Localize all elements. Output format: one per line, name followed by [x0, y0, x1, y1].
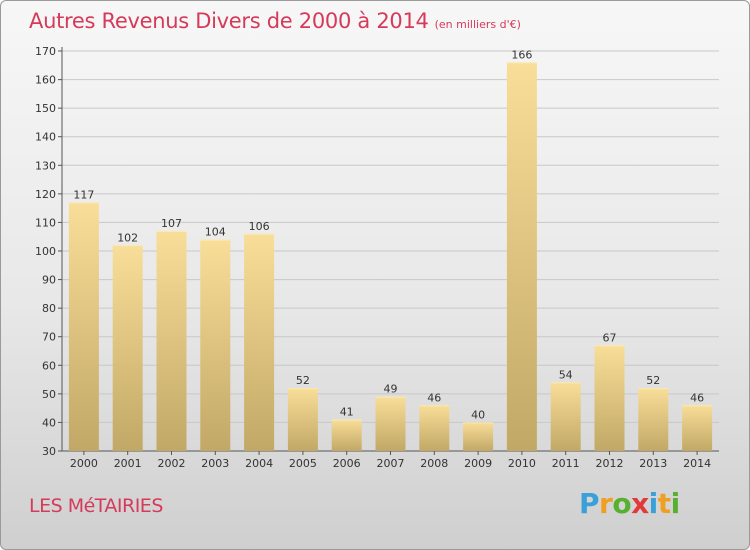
- data-label: 166: [511, 48, 532, 61]
- bar: [244, 233, 275, 451]
- bar: [419, 405, 450, 451]
- x-tick-label: 2009: [464, 457, 492, 470]
- bar: [550, 382, 581, 451]
- y-tick-label: 40: [42, 416, 56, 429]
- x-tick-label: 2005: [289, 457, 317, 470]
- data-label: 46: [690, 391, 704, 404]
- data-label: 52: [646, 374, 660, 387]
- bar: [156, 231, 187, 451]
- x-tick-label: 2011: [552, 457, 580, 470]
- bar: [287, 388, 318, 451]
- x-tick-label: 2007: [377, 457, 405, 470]
- x-tick-label: 2010: [508, 457, 536, 470]
- x-tick-label: 2002: [158, 457, 186, 470]
- y-tick-label: 170: [35, 45, 56, 58]
- logo-letter: r: [599, 487, 613, 520]
- bars: [68, 62, 713, 452]
- y-tick-label: 90: [42, 274, 56, 287]
- bar: [200, 239, 231, 451]
- y-tick-label: 70: [42, 331, 56, 344]
- logo-letter: i: [670, 487, 681, 520]
- logo-letter: i: [648, 487, 659, 520]
- y-tick-label: 160: [35, 74, 56, 87]
- x-tick-label: 2000: [70, 457, 98, 470]
- chart-title: Autres Revenus Divers de 2000 à 2014 (en …: [29, 9, 521, 33]
- place-name: LES MéTAIRIES: [29, 495, 163, 517]
- y-tick-label: 100: [35, 245, 56, 258]
- data-label: 67: [603, 331, 617, 344]
- data-label: 104: [205, 226, 226, 239]
- x-tick-label: 2008: [420, 457, 448, 470]
- y-tick-label: 110: [35, 216, 56, 229]
- data-label: 40: [471, 408, 485, 421]
- y-tick-label: 120: [35, 188, 56, 201]
- labels: 30 40 50 60 70 80 90 100 110 120 130 140 150 160 170 20…: [35, 45, 711, 470]
- chart-subtitle: (en milliers d'€): [434, 18, 521, 31]
- y-tick-label: 150: [35, 102, 56, 115]
- chart-title-text: Autres Revenus Divers de 2000 à 2014: [29, 9, 429, 33]
- bar: [375, 396, 406, 451]
- y-tick-label: 130: [35, 159, 56, 172]
- data-label: 41: [340, 406, 354, 419]
- y-tick-label: 140: [35, 131, 56, 144]
- data-label: 106: [249, 220, 270, 233]
- bar: [463, 422, 494, 451]
- x-tick-label: 2003: [201, 457, 229, 470]
- data-label: 54: [559, 368, 573, 381]
- bar: [594, 345, 625, 451]
- logo-letter: x: [631, 487, 649, 520]
- y-tick-label: 80: [42, 302, 56, 315]
- bar: [506, 62, 537, 452]
- logo-letter: P: [579, 487, 600, 520]
- x-tick-label: 2014: [683, 457, 711, 470]
- y-tick-label: 30: [42, 445, 56, 458]
- data-label: 117: [73, 188, 94, 201]
- bar: [682, 405, 713, 451]
- x-tick-label: 2013: [639, 457, 667, 470]
- data-label: 49: [384, 383, 398, 396]
- data-label: 102: [117, 231, 138, 244]
- y-tick-label: 60: [42, 359, 56, 372]
- x-tick-label: 2001: [114, 457, 142, 470]
- x-tick-label: 2012: [596, 457, 624, 470]
- x-tick-label: 2006: [333, 457, 361, 470]
- logo-letter: t: [657, 487, 671, 520]
- x-tick-label: 2004: [245, 457, 273, 470]
- y-tick-label: 50: [42, 388, 56, 401]
- bar: [112, 245, 143, 451]
- bar: [331, 419, 362, 451]
- data-label: 46: [427, 391, 441, 404]
- bar: [638, 388, 669, 451]
- data-label: 52: [296, 374, 310, 387]
- bar: [68, 202, 99, 451]
- data-label: 107: [161, 217, 182, 230]
- proxiti-logo: Proxiti: [579, 487, 680, 520]
- logo-letter: o: [612, 487, 632, 520]
